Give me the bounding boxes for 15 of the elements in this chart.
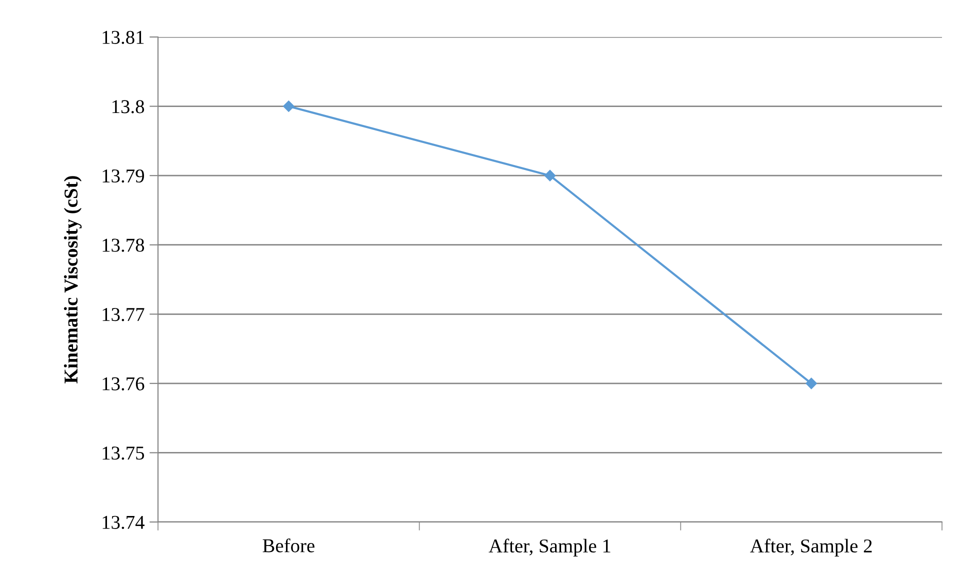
point	[544, 170, 556, 182]
point	[283, 100, 294, 112]
y-tick-label: 13.75	[102, 446, 144, 460]
y-tick-label: 13.79	[102, 169, 144, 183]
point	[806, 378, 817, 390]
y-tick-label: 13.78	[102, 238, 144, 252]
x-tick-label: After, Sample 2	[750, 538, 872, 556]
y-tick-label: 13.74	[102, 516, 144, 530]
x-tick-label: After, Sample 1	[488, 538, 610, 556]
y-axis-title: Kinematic Viscosity (cSt)	[64, 176, 82, 384]
y-tick-label: 13.8	[112, 100, 144, 114]
y-tick-label: 13.81	[102, 30, 144, 44]
x-tick-label: Before	[262, 538, 314, 552]
y-tick-label: 13.77	[102, 308, 144, 322]
y-tick-label: 13.76	[102, 377, 144, 390]
